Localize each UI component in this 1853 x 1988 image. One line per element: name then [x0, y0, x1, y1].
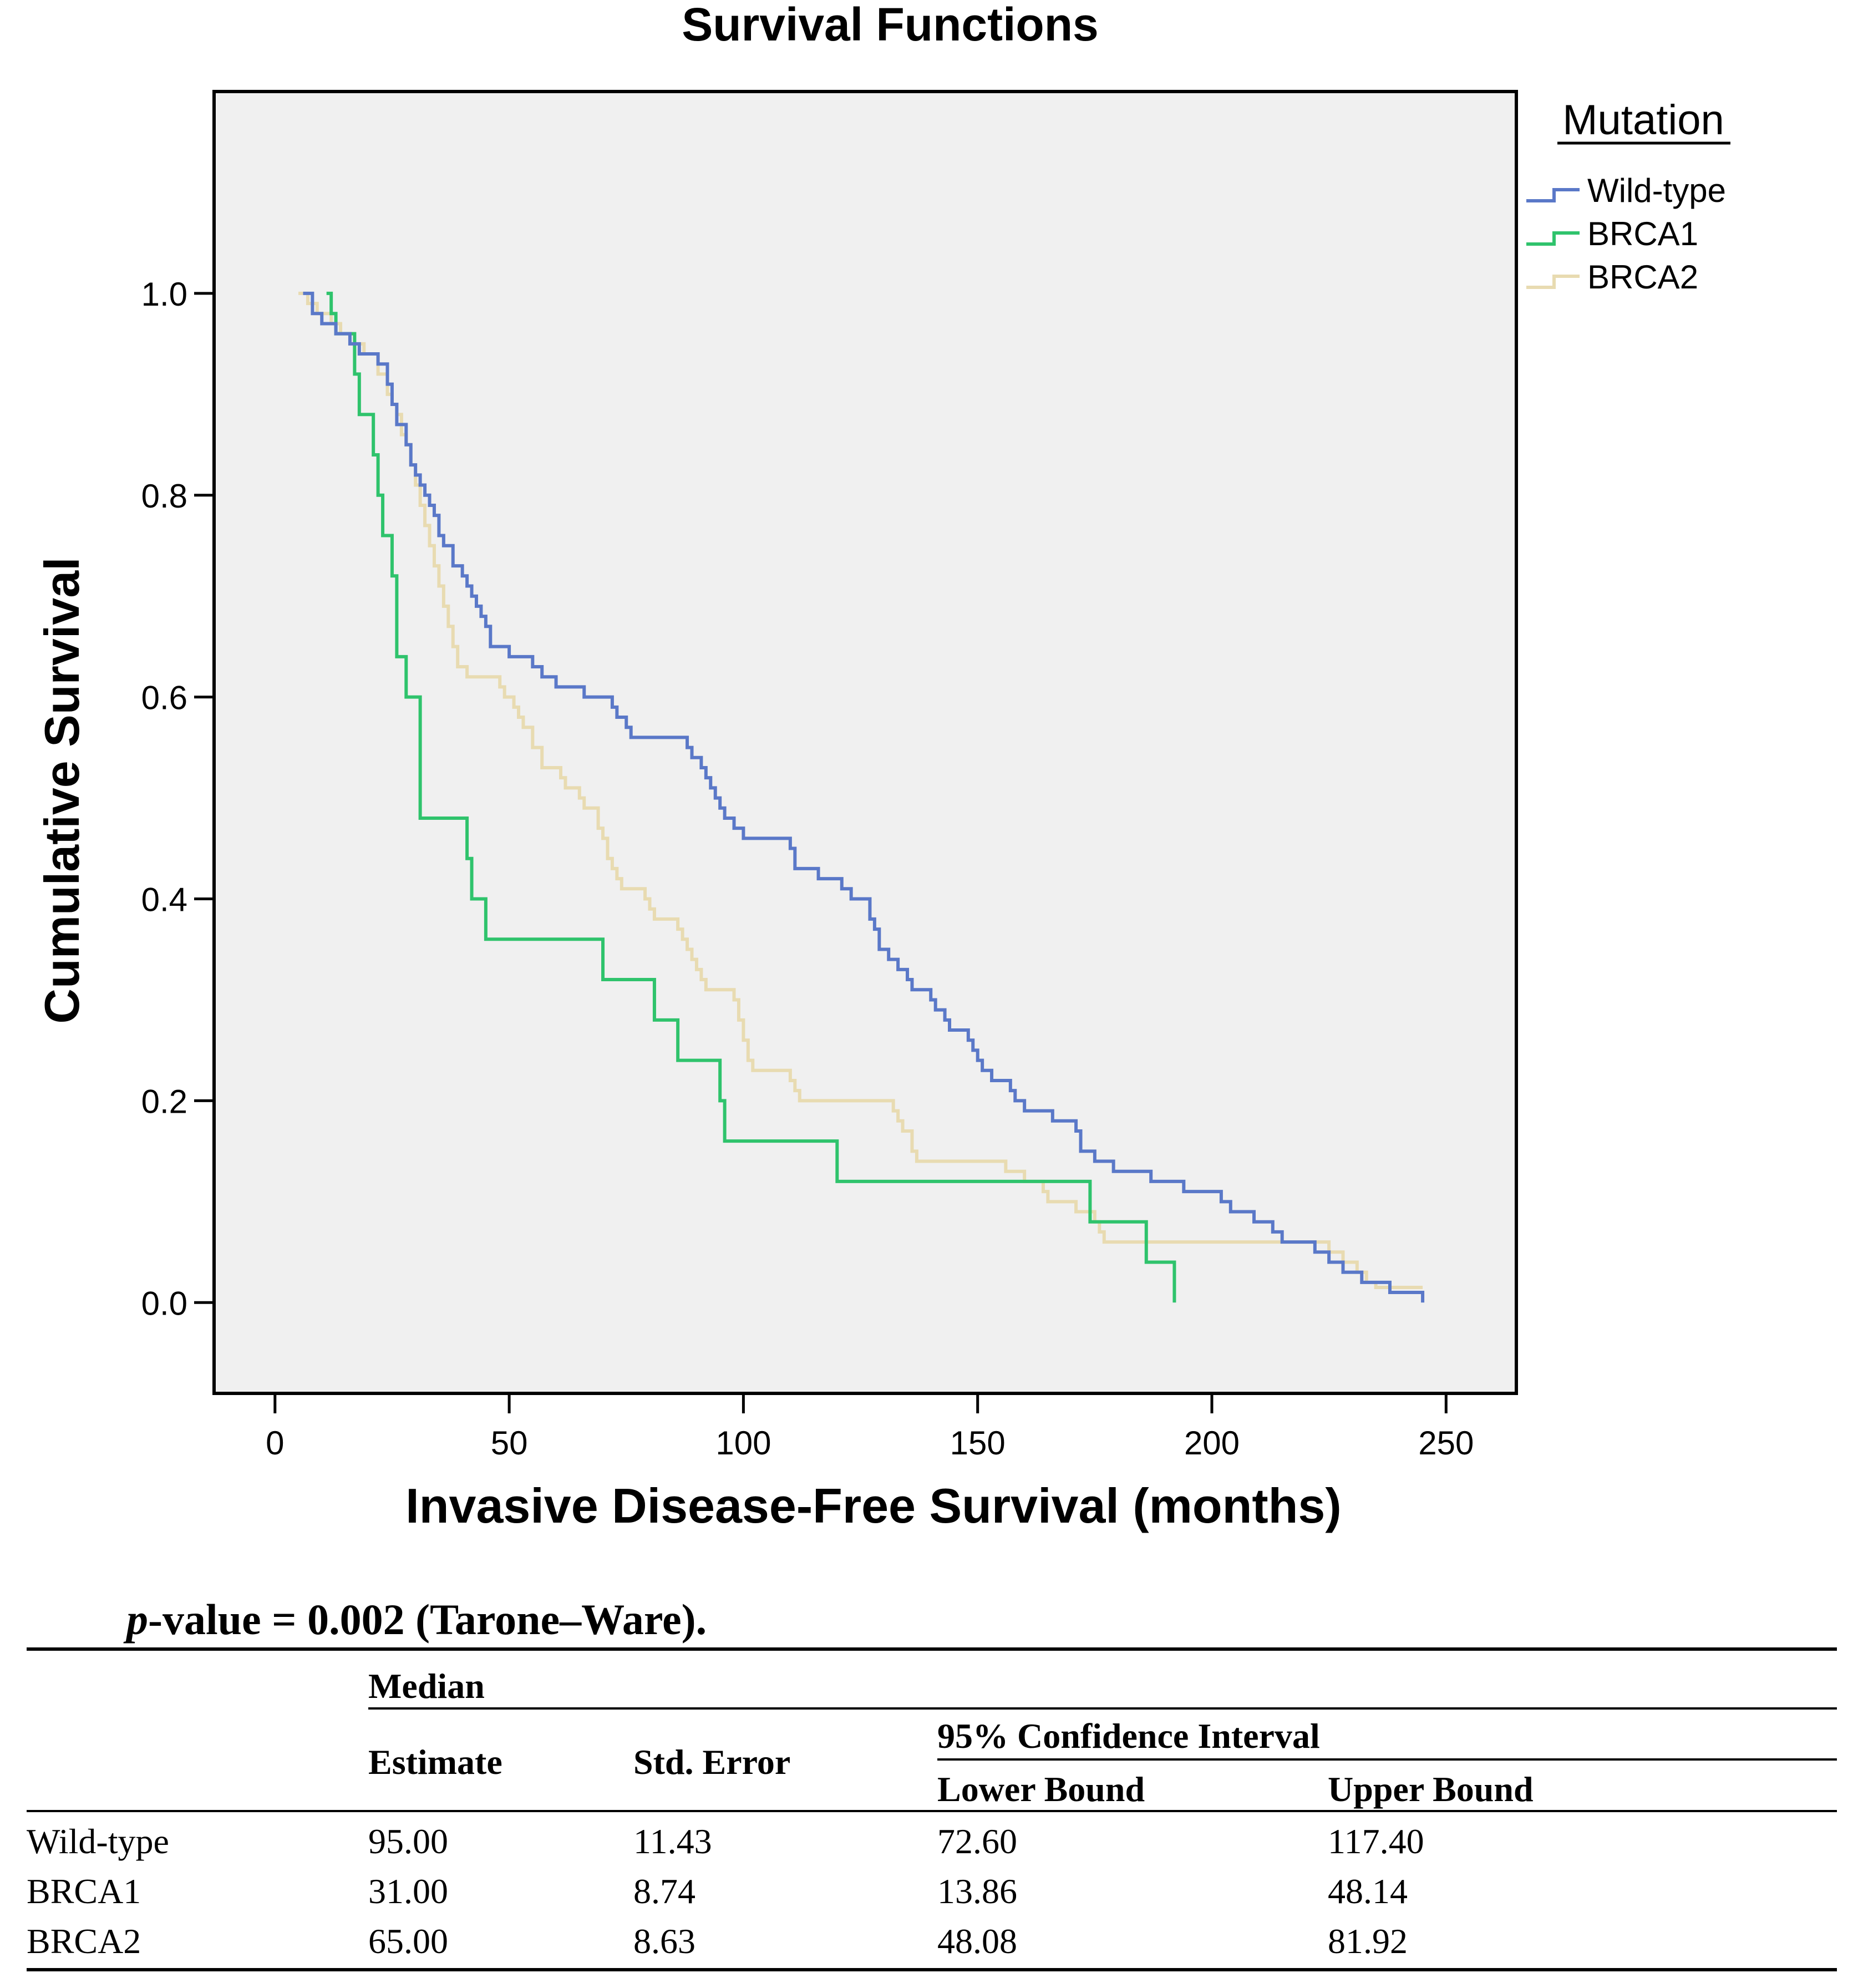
legend-title: Mutation: [1562, 97, 1724, 144]
legend: Mutation Wild-type BRCA1 BRCA2: [1526, 97, 1730, 296]
chart-title: Survival Functions: [682, 0, 1099, 50]
p-value-text: -value = 0.002 (Tarone–Ware).: [148, 1595, 707, 1644]
estimate-cell: 65.00: [368, 1921, 448, 1961]
x-axis-label: Invasive Disease-Free Survival (months): [405, 1478, 1341, 1533]
y-axis: 0.0 0.2 0.4 0.6 0.8 1.0: [141, 276, 214, 1322]
lower-bound-header: Lower Bound: [937, 1769, 1145, 1809]
legend-label-brca1: BRCA1: [1587, 215, 1698, 252]
upper-bound-cell: 117.40: [1328, 1822, 1424, 1861]
median-header: Median: [368, 1666, 485, 1706]
y-axis-label: Cumulative Survival: [34, 557, 89, 1023]
table-top-rule: [27, 1647, 1837, 1651]
std-error-header: Std. Error: [633, 1742, 791, 1782]
median-rule: [368, 1707, 1837, 1710]
series-layer: [298, 291, 1425, 1303]
x-tick-label: 200: [1184, 1424, 1240, 1462]
upper-bound-cell: 81.92: [1328, 1921, 1408, 1961]
series-line-brca1: [326, 291, 1176, 1303]
x-axis: 0 50 100 150 200 250: [266, 1393, 1474, 1462]
group-cell: BRCA1: [27, 1872, 141, 1911]
x-tick-label: 50: [491, 1424, 528, 1462]
legend-swatch-brca2: [1526, 275, 1580, 289]
table-bottom-rule: [27, 1968, 1837, 1971]
plot-area: [212, 90, 1518, 1395]
upper-bound-header: Upper Bound: [1328, 1769, 1534, 1809]
legend-label-wild-type: Wild-type: [1587, 172, 1726, 209]
y-tick-label: 1.0: [141, 276, 187, 313]
estimate-header: Estimate: [368, 1742, 502, 1782]
upper-bound-cell: 48.14: [1328, 1872, 1408, 1911]
y-tick-label: 0.2: [141, 1083, 187, 1120]
lower-bound-cell: 72.60: [937, 1822, 1017, 1861]
y-tick-label: 0.8: [141, 478, 187, 515]
std-error-cell: 8.63: [633, 1921, 695, 1961]
std-error-cell: 8.74: [633, 1872, 695, 1911]
x-tick-label: 250: [1418, 1424, 1474, 1462]
legend-label-brca2: BRCA2: [1587, 258, 1698, 296]
p-value-note: p-value = 0.002 (Tarone–Ware).: [126, 1595, 707, 1645]
survival-chart: Survival Functions 0.0 0.2 0.4 0.6 0.8 1.0 0 5…: [34, 0, 1730, 1533]
series-line-wild-type: [303, 291, 1425, 1303]
group-cell: Wild-type: [27, 1822, 169, 1861]
legend-swatch-wild-type: [1526, 188, 1580, 202]
y-tick-label: 0.6: [141, 679, 187, 717]
lower-bound-cell: 13.86: [937, 1872, 1017, 1911]
lower-bound-cell: 48.08: [937, 1921, 1017, 1961]
ci-rule: [937, 1758, 1837, 1761]
std-error-cell: 11.43: [633, 1822, 712, 1861]
y-tick-label: 0.0: [141, 1285, 187, 1322]
x-tick-label: 150: [950, 1424, 1006, 1462]
p-value-symbol: p: [126, 1595, 148, 1644]
median-survival-table: Median Estimate Std. Error 95% Confidenc…: [27, 1647, 1837, 1975]
estimate-cell: 31.00: [368, 1872, 448, 1911]
estimate-cell: 95.00: [368, 1822, 448, 1861]
x-tick-label: 100: [715, 1424, 771, 1462]
x-tick-label: 0: [266, 1424, 284, 1462]
group-cell: BRCA2: [27, 1921, 141, 1961]
header-bottom-rule: [27, 1810, 1837, 1812]
legend-swatch-brca1: [1526, 231, 1580, 246]
ci-header: 95% Confidence Interval: [937, 1716, 1320, 1756]
y-tick-label: 0.4: [141, 881, 187, 919]
legend-items: Wild-type BRCA1 BRCA2: [1526, 172, 1726, 296]
